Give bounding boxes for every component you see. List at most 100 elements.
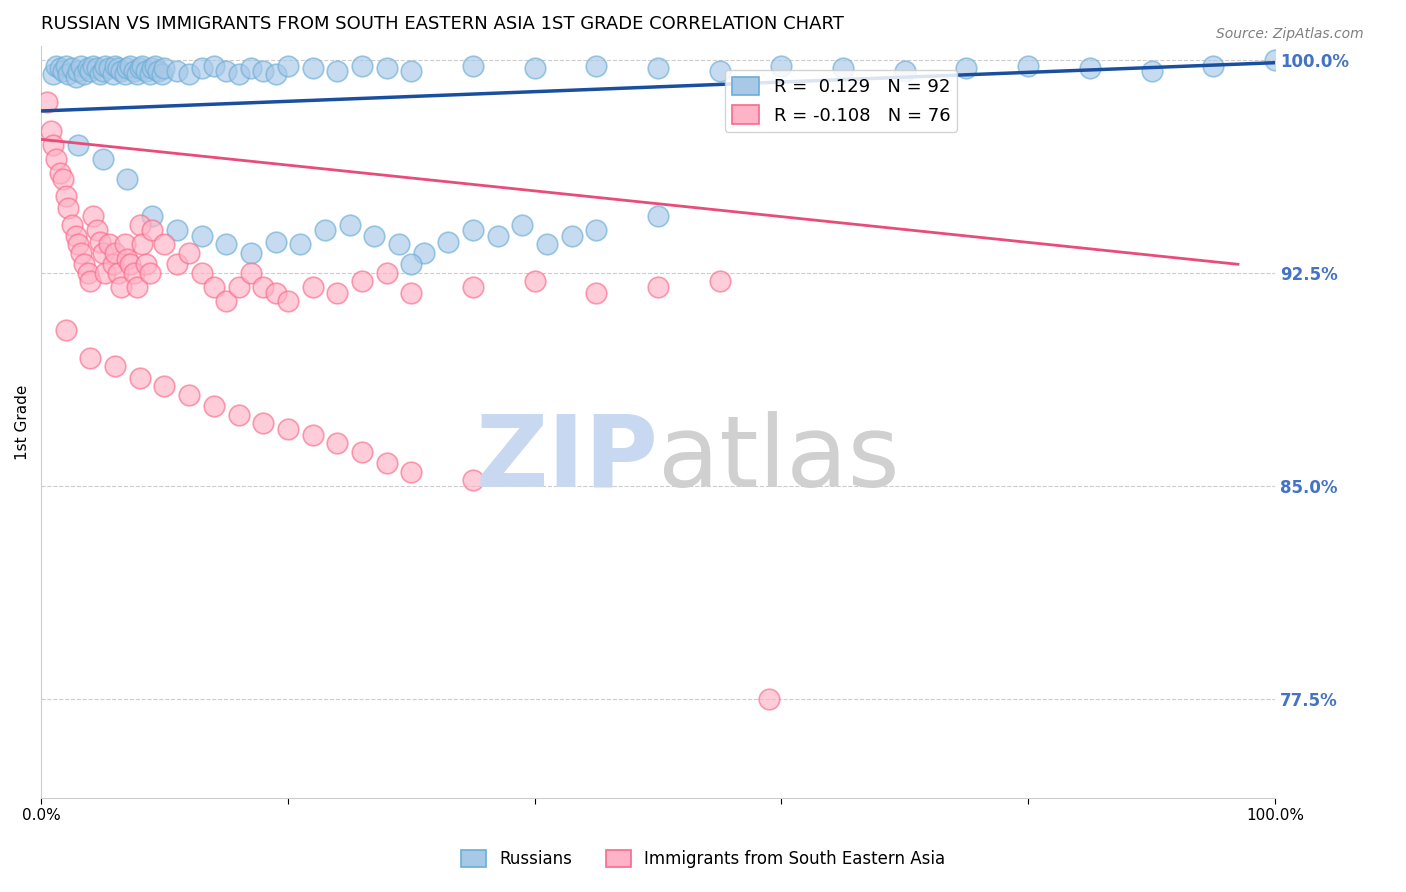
Point	[375, 266, 398, 280]
Point	[202, 280, 225, 294]
Point	[42, 67, 65, 81]
Point	[401, 64, 423, 78]
Point	[141, 223, 163, 237]
Point	[65, 70, 87, 84]
Point	[709, 274, 731, 288]
Point	[277, 58, 299, 72]
Point	[252, 417, 274, 431]
Point	[122, 64, 145, 78]
Point	[461, 473, 484, 487]
Point	[48, 166, 70, 180]
Point	[166, 64, 188, 78]
Point	[128, 62, 150, 76]
Point	[135, 64, 157, 78]
Point	[153, 379, 176, 393]
Point	[585, 223, 607, 237]
Point	[86, 223, 108, 237]
Point	[138, 67, 160, 81]
Point	[117, 62, 139, 76]
Point	[166, 223, 188, 237]
Point	[215, 237, 238, 252]
Point	[252, 280, 274, 294]
Point	[1202, 58, 1225, 72]
Legend: R =  0.129   N = 92, R = -0.108   N = 76: R = 0.129 N = 92, R = -0.108 N = 76	[725, 70, 957, 132]
Point	[264, 67, 287, 81]
Point	[239, 62, 262, 76]
Point	[67, 237, 90, 252]
Text: ZIP: ZIP	[475, 411, 658, 508]
Point	[94, 266, 117, 280]
Point	[79, 64, 101, 78]
Point	[110, 64, 132, 78]
Point	[523, 62, 546, 76]
Point	[350, 444, 373, 458]
Point	[89, 235, 111, 249]
Point	[58, 201, 80, 215]
Point	[401, 257, 423, 271]
Point	[45, 153, 67, 167]
Point	[326, 64, 349, 78]
Point	[277, 294, 299, 309]
Point	[39, 124, 62, 138]
Point	[264, 285, 287, 300]
Point	[326, 285, 349, 300]
Point	[45, 58, 67, 72]
Point	[832, 62, 855, 76]
Point	[91, 64, 114, 78]
Point	[107, 62, 129, 76]
Point	[77, 266, 100, 280]
Point	[104, 359, 127, 374]
Point	[326, 436, 349, 450]
Point	[82, 58, 104, 72]
Point	[401, 285, 423, 300]
Point	[69, 246, 91, 260]
Point	[128, 371, 150, 385]
Point	[104, 58, 127, 72]
Point	[37, 95, 59, 110]
Point	[69, 58, 91, 72]
Point	[94, 58, 117, 72]
Point	[190, 228, 212, 243]
Point	[290, 237, 312, 252]
Point	[73, 67, 96, 81]
Point	[179, 388, 201, 402]
Legend: Russians, Immigrants from South Eastern Asia: Russians, Immigrants from South Eastern …	[454, 843, 952, 875]
Point	[758, 691, 780, 706]
Point	[60, 62, 83, 76]
Point	[131, 58, 153, 72]
Point	[141, 62, 163, 76]
Point	[412, 246, 434, 260]
Point	[388, 237, 411, 252]
Point	[252, 64, 274, 78]
Point	[510, 218, 533, 232]
Point	[101, 67, 124, 81]
Point	[118, 58, 141, 72]
Point	[375, 456, 398, 470]
Point	[110, 280, 132, 294]
Point	[127, 280, 149, 294]
Point	[79, 274, 101, 288]
Point	[363, 228, 385, 243]
Point	[770, 58, 793, 72]
Point	[79, 351, 101, 365]
Point	[1017, 58, 1039, 72]
Point	[118, 257, 141, 271]
Y-axis label: 1st Grade: 1st Grade	[15, 384, 30, 459]
Point	[77, 62, 100, 76]
Point	[1264, 53, 1286, 67]
Point	[1140, 64, 1163, 78]
Point	[264, 235, 287, 249]
Point	[101, 257, 124, 271]
Point	[91, 246, 114, 260]
Point	[148, 64, 170, 78]
Point	[461, 280, 484, 294]
Point	[135, 257, 157, 271]
Point	[104, 246, 127, 260]
Point	[107, 266, 129, 280]
Point	[239, 266, 262, 280]
Point	[647, 209, 669, 223]
Text: RUSSIAN VS IMMIGRANTS FROM SOUTH EASTERN ASIA 1ST GRADE CORRELATION CHART: RUSSIAN VS IMMIGRANTS FROM SOUTH EASTERN…	[41, 15, 844, 33]
Point	[67, 138, 90, 153]
Point	[202, 58, 225, 72]
Point	[67, 64, 90, 78]
